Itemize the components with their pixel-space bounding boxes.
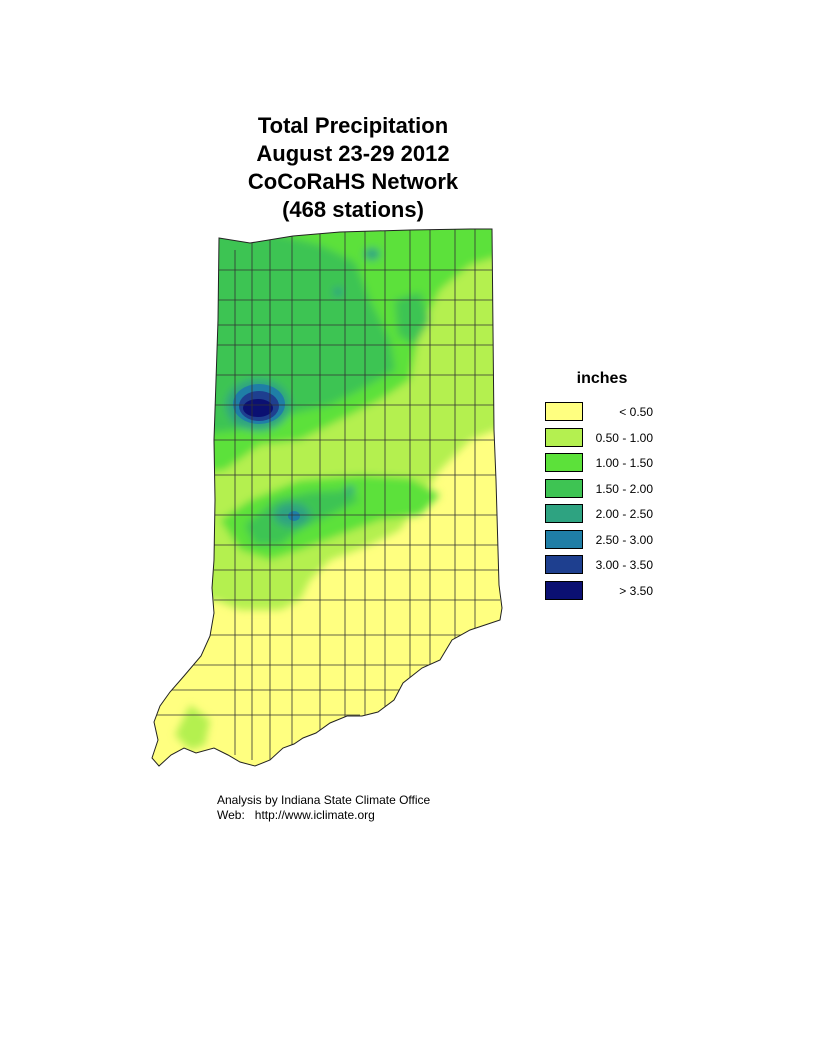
legend-label: 2.00 - 2.50 — [595, 507, 653, 521]
title-line-4: (468 stations) — [282, 197, 424, 222]
legend: < 0.50 0.50 - 1.00 1.00 - 1.50 1.50 - 2.… — [545, 402, 665, 606]
credit: Analysis by Indiana State Climate Office… — [217, 793, 430, 823]
legend-label: 1.00 - 1.50 — [595, 456, 653, 470]
legend-swatch — [545, 504, 583, 523]
title-line-3: CoCoRaHS Network — [247, 169, 459, 194]
map-title: Total Precipitation August 23-29 2012 Co… — [200, 112, 506, 224]
legend-title: inches — [576, 370, 628, 387]
legend-label: 2.50 - 3.00 — [595, 532, 653, 547]
zone-gt-3-50 — [243, 399, 273, 417]
credit-line-2: Web: http://www.iclimate.org — [217, 808, 375, 822]
legend-label: 0.50 - 1.00 — [595, 430, 653, 445]
title-line-1: Total Precipitation — [257, 113, 449, 138]
legend-label: > 3.50 — [619, 583, 653, 598]
legend-label: < 0.50 — [619, 405, 653, 419]
legend-swatch — [545, 529, 583, 549]
legend-item: 0.50 - 1.00 — [545, 427, 665, 454]
legend-swatch — [545, 402, 583, 421]
legend-item: 3.00 - 3.50 — [545, 555, 665, 581]
legend-swatch — [545, 580, 583, 600]
legend-item: < 0.50 — [545, 402, 665, 428]
county-boundaries — [155, 229, 500, 765]
legend-label: 3.00 - 3.50 — [595, 558, 653, 572]
legend-item: 1.00 - 1.50 — [545, 453, 665, 479]
legend-swatch — [545, 555, 583, 574]
legend-swatch — [545, 453, 583, 472]
legend-swatch — [545, 427, 583, 447]
state-outline — [151, 228, 503, 767]
precipitation-field — [152, 229, 502, 766]
legend-item: 1.50 - 2.00 — [545, 478, 665, 505]
title-line-2: August 23-29 2012 — [256, 141, 450, 166]
legend-item: 2.00 - 2.50 — [545, 504, 665, 530]
credit-line-1: Analysis by Indiana State Climate Office — [217, 793, 431, 807]
legend-item: 2.50 - 3.00 — [545, 529, 665, 556]
legend-label: 1.50 - 2.00 — [595, 481, 653, 496]
legend-swatch — [545, 478, 583, 498]
legend-item: > 3.50 — [545, 580, 665, 607]
